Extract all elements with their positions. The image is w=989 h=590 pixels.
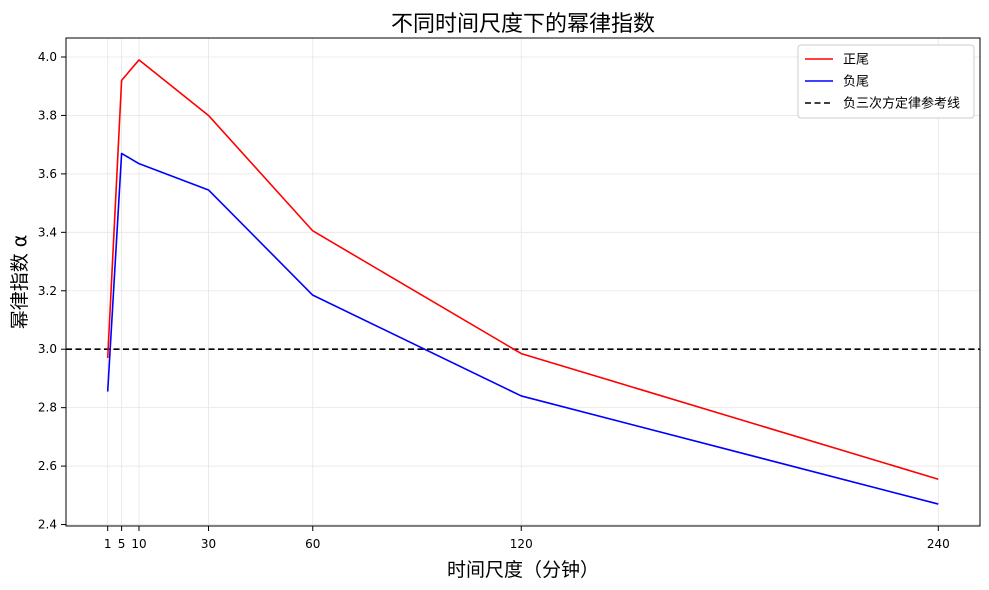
y-tick-label: 3.6 xyxy=(38,167,57,181)
x-axis-label: 时间尺度（分钟） xyxy=(447,559,599,581)
series-lines xyxy=(106,59,939,505)
y-tick-label: 2.6 xyxy=(38,459,57,473)
y-tick-label: 4.0 xyxy=(38,50,57,64)
legend-label: 负尾 xyxy=(843,75,869,90)
x-tick-label: 240 xyxy=(927,537,950,551)
x-axis-ticks: 1 5 10 30 60 120 240 xyxy=(104,526,950,551)
y-tick-label: 3.4 xyxy=(38,225,57,239)
x-tick-label: 30 xyxy=(201,537,216,551)
y-tick-label: 2.8 xyxy=(38,401,57,415)
y-axis-ticks: 2.4 2.6 2.8 3.0 3.2 3.4 3.6 3.8 4.0 xyxy=(38,50,66,532)
y-axis-label: 幂律指数 α xyxy=(9,235,31,330)
legend-box xyxy=(797,44,975,119)
legend-label: 负三次方定律参考线 xyxy=(843,96,960,112)
chart-title: 不同时间尺度下的幂律指数 xyxy=(391,12,655,37)
y-tick-label: 3.8 xyxy=(38,108,57,122)
y-tick-label: 3.2 xyxy=(38,284,57,298)
y-tick-label: 2.4 xyxy=(38,518,57,532)
y-tick-label: 3.0 xyxy=(38,342,57,356)
x-tick-label: 1 xyxy=(104,537,112,551)
plot-frame xyxy=(65,37,981,527)
x-tick-label: 120 xyxy=(510,537,533,551)
x-tick-label: 10 xyxy=(131,537,146,551)
legend-label: 正尾 xyxy=(843,53,869,68)
x-tick-label: 5 xyxy=(118,537,126,551)
x-tick-label: 60 xyxy=(305,537,320,551)
plot-area xyxy=(66,38,980,526)
